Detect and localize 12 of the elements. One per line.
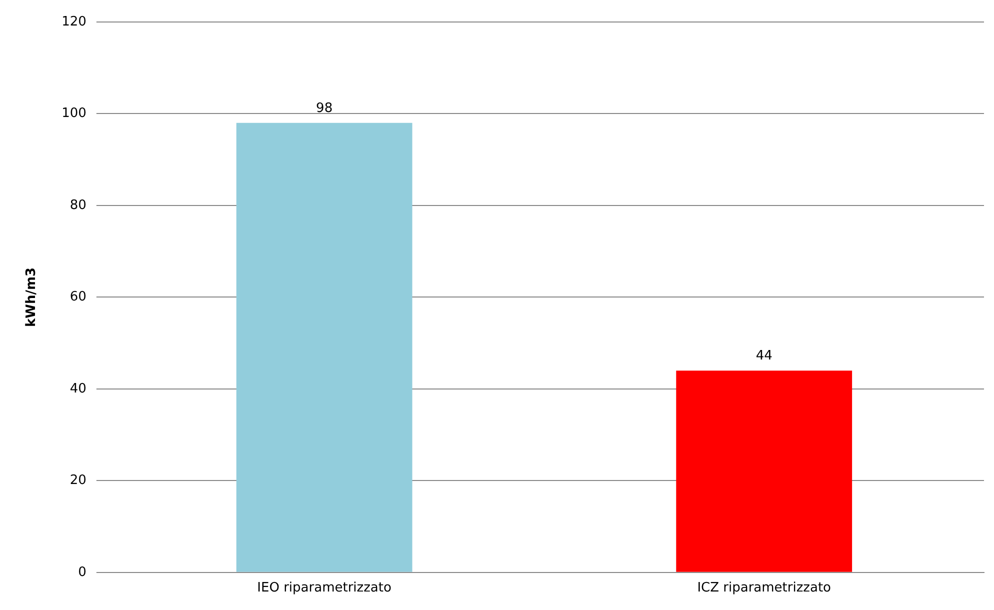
y-tick-label: 20 bbox=[70, 473, 86, 488]
y-tick-label: 40 bbox=[70, 381, 86, 396]
y-tick-label: 100 bbox=[62, 106, 86, 122]
x-tick-label: IEO riparametrizzato bbox=[257, 580, 392, 596]
data-label: 98 bbox=[316, 100, 333, 116]
y-tick-label: 120 bbox=[62, 14, 86, 30]
y-axis-title: kWh/m3 bbox=[24, 267, 40, 327]
x-tick-label: ICZ riparametrizzato bbox=[697, 580, 832, 596]
y-tick-label: 60 bbox=[70, 290, 86, 305]
y-tick-label: 80 bbox=[70, 198, 86, 213]
y-tick-label: 0 bbox=[78, 564, 86, 580]
data-label: 44 bbox=[756, 348, 772, 364]
